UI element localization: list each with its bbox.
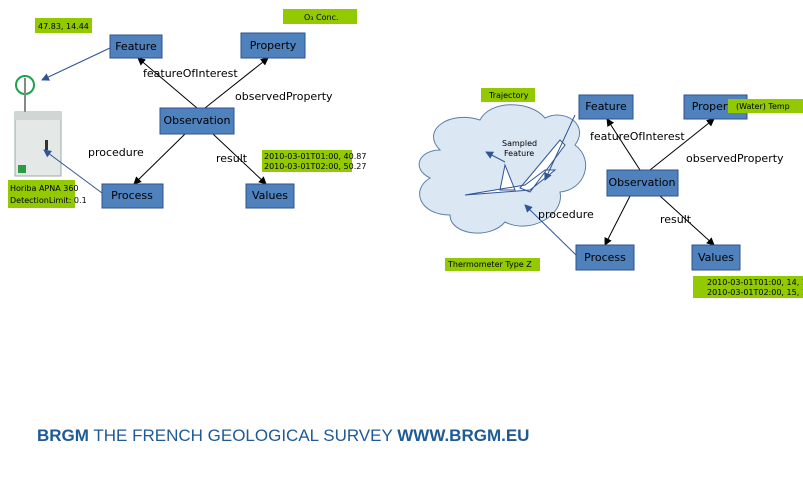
node-label: Values — [698, 251, 734, 264]
note-text: Trajectory — [488, 91, 529, 100]
note-text: 2010-03-01T01:00, 40.87 — [264, 152, 366, 161]
edge-label: featureOfInterest — [590, 130, 685, 143]
note-text: O₃ Conc. — [304, 13, 339, 22]
note-text: Horiba APNA 360 — [10, 184, 79, 193]
edge — [134, 134, 185, 184]
diagram-canvas: Feature Property Observation Process Val… — [0, 0, 803, 420]
diagram-2: Feature Property Observation Process Val… — [419, 88, 803, 298]
footer-url: WWW.BRGM.EU — [397, 426, 529, 445]
node-label: Feature — [115, 40, 157, 53]
edge-label: observedProperty — [235, 90, 333, 103]
edge — [607, 119, 640, 170]
note-text: 2010-03-01T02:00, 50.27 — [264, 162, 366, 171]
cloud-label: Feature — [504, 149, 534, 158]
footer-org: BRGM — [37, 426, 89, 445]
edge-label: result — [660, 213, 692, 226]
link — [42, 48, 110, 80]
station-icon — [15, 76, 61, 176]
node-label: Process — [111, 189, 153, 202]
node-label: Feature — [585, 100, 627, 113]
diagram-1: Feature Property Observation Process Val… — [8, 9, 366, 208]
node-label: Process — [584, 251, 626, 264]
edge — [605, 196, 630, 245]
edge-label: result — [216, 152, 248, 165]
edge-label: procedure — [88, 146, 144, 159]
note-text: Thermometer Type Z — [447, 260, 532, 269]
note-text: 2010-03-01T02:00, 15, 1 — [707, 288, 803, 297]
node-label: Values — [252, 189, 288, 202]
edge — [138, 58, 197, 108]
edge-label: observedProperty — [686, 152, 784, 165]
page: Feature Property Observation Process Val… — [0, 0, 803, 489]
edge-label: featureOfInterest — [143, 67, 238, 80]
note-text: (Water) Temp — [736, 102, 790, 111]
node-label: Observation — [164, 114, 231, 127]
note-text: 47.83, 14.44 — [38, 22, 89, 31]
edge-label: procedure — [538, 208, 594, 221]
note-text: DetectionLimit: 0.1 — [10, 196, 87, 205]
node-label: Observation — [609, 176, 676, 189]
note-text: 2010-03-01T01:00, 14, 1 — [707, 278, 803, 287]
footer: BRGM THE FRENCH GEOLOGICAL SURVEY WWW.BR… — [37, 426, 529, 446]
cloud-label: Sampled — [502, 139, 537, 148]
footer-text: THE FRENCH GEOLOGICAL SURVEY — [93, 426, 392, 445]
node-label: Property — [250, 39, 297, 52]
